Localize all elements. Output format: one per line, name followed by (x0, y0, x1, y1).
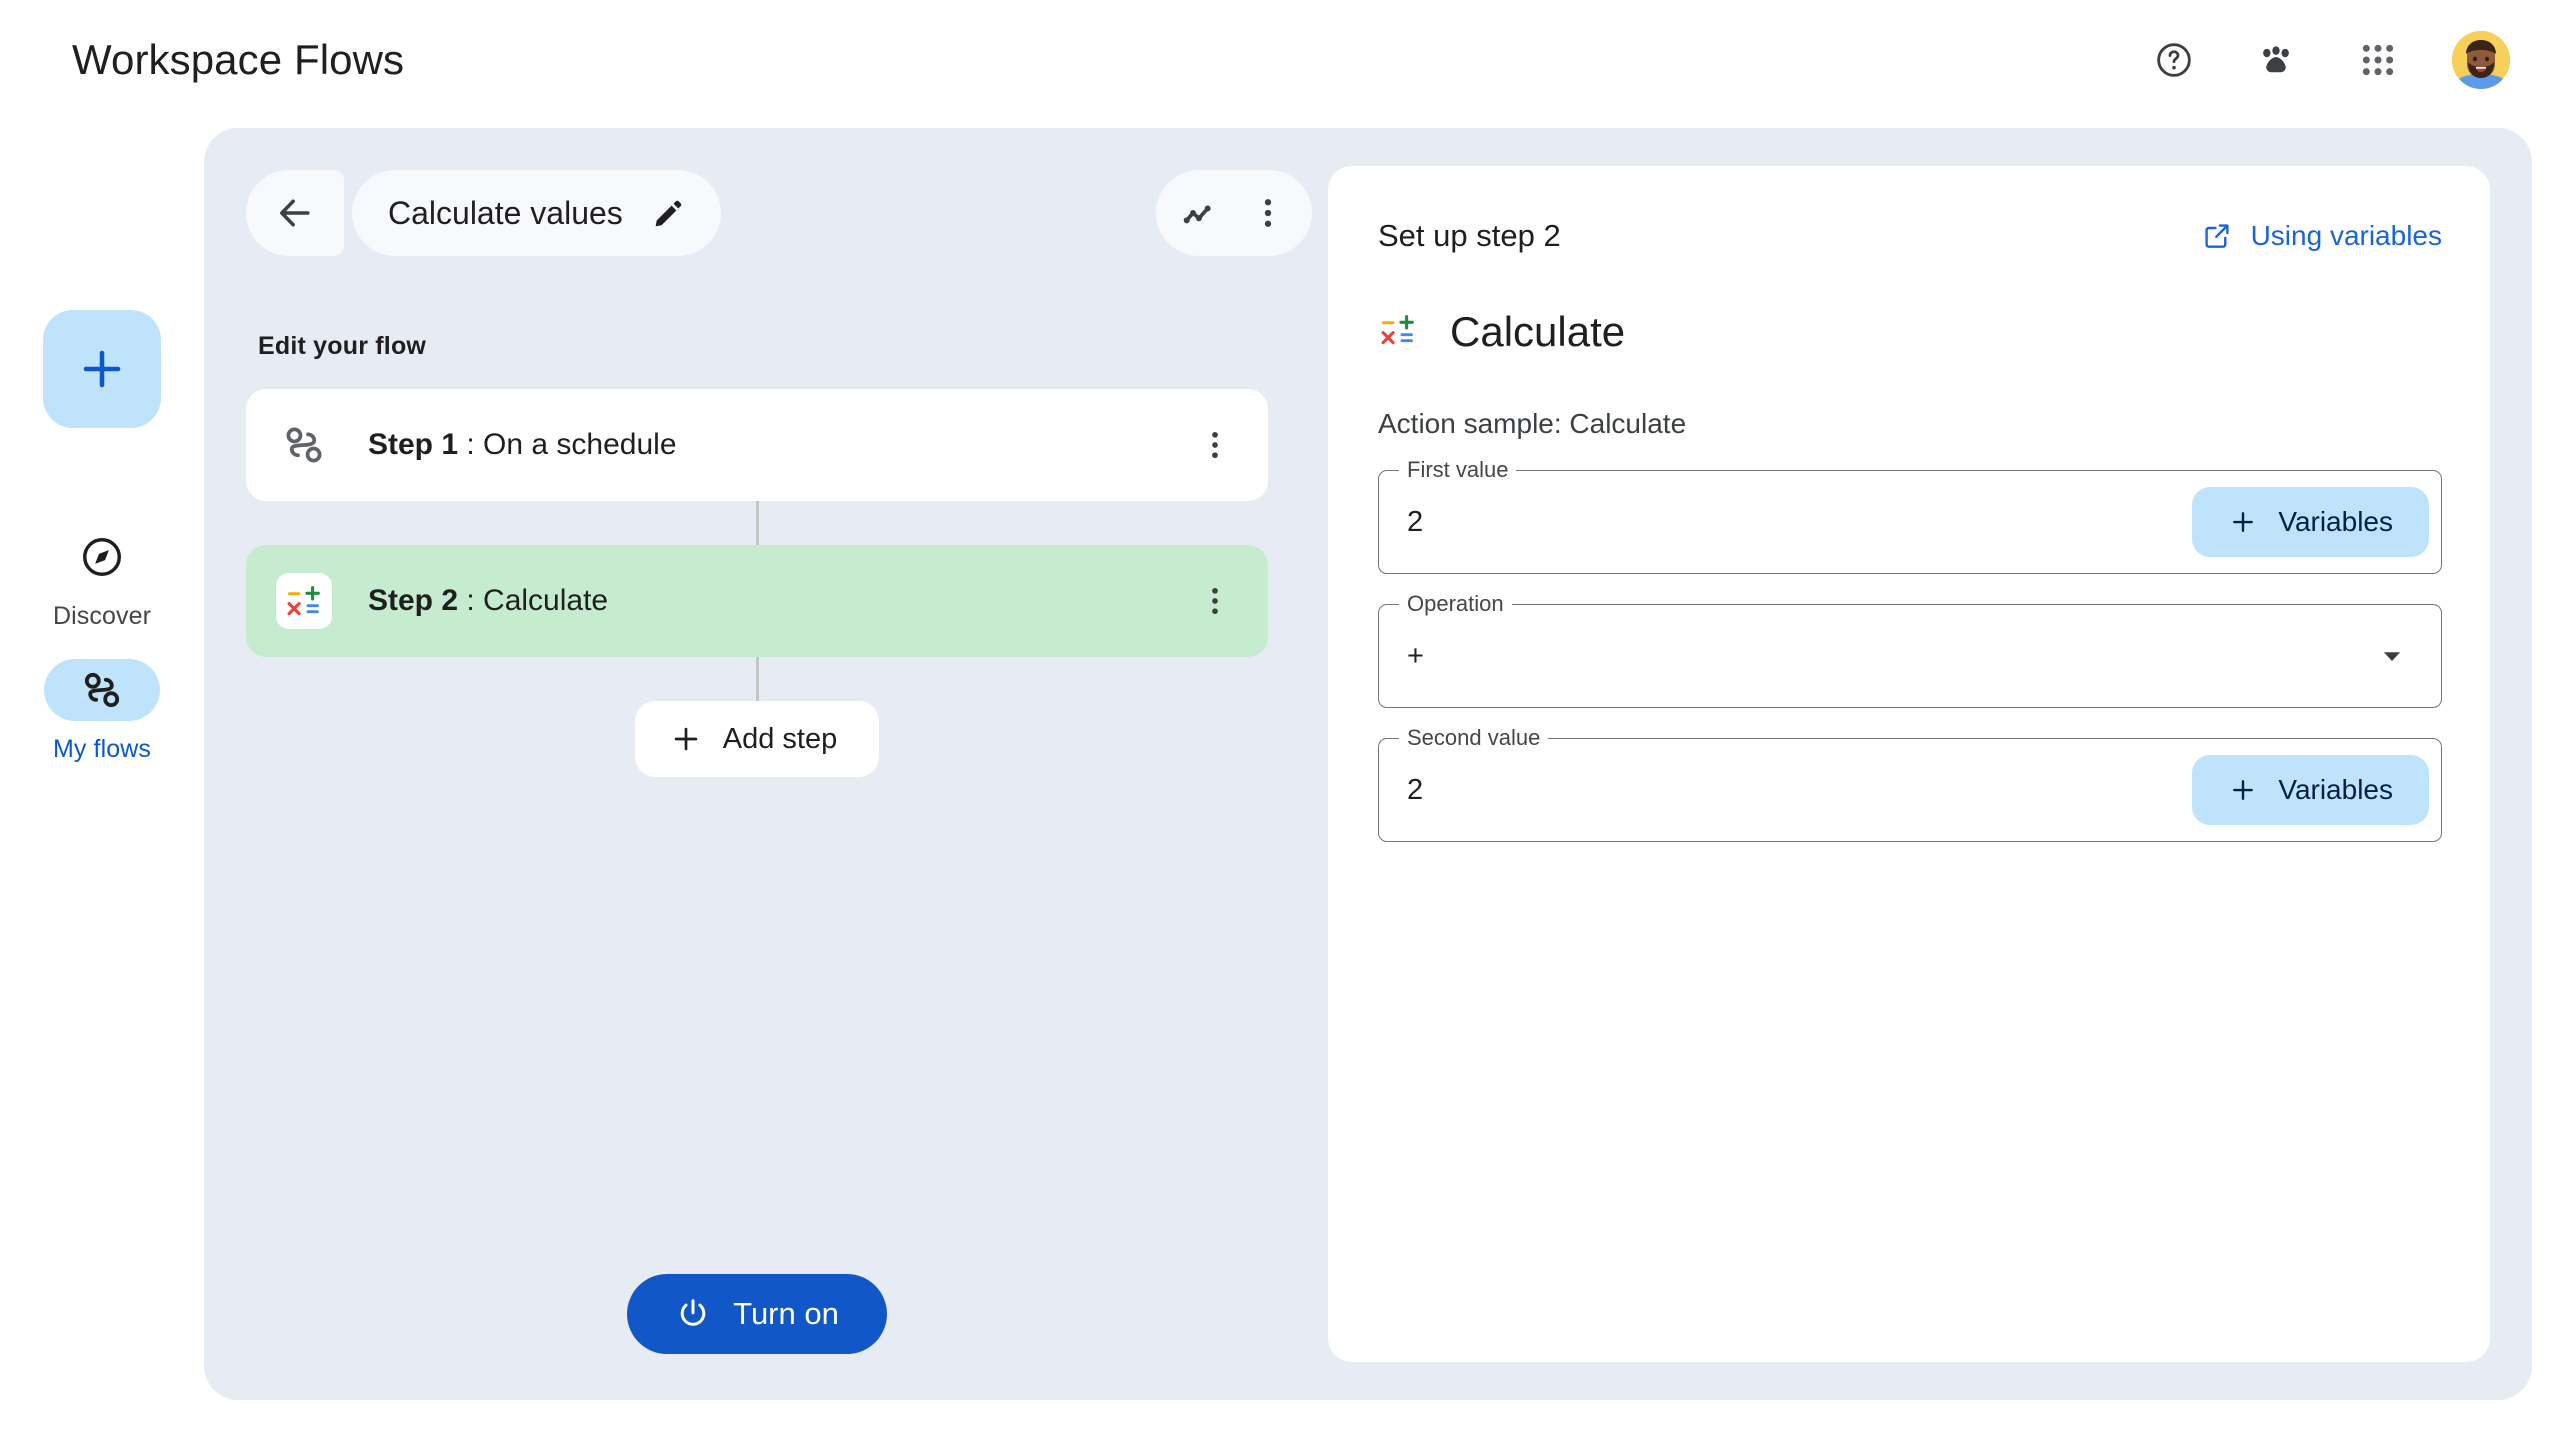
flow-header: Calculate values (246, 170, 1312, 256)
second-value-variables-label: Variables (2278, 774, 2393, 805)
step-2-separator: : (458, 584, 484, 617)
apps-grid-icon-glyph (2362, 44, 2394, 76)
turn-on-row: Turn on (246, 1274, 1268, 1354)
power-icon (680, 1299, 706, 1326)
second-value-input[interactable]: 2 (1407, 773, 1424, 806)
sidebar-item-my-flows[interactable]: My flows (22, 659, 182, 764)
plus-icon (2233, 512, 2254, 532)
discover-pill (44, 526, 160, 588)
first-value-variables-button[interactable]: Variables (2192, 487, 2429, 557)
create-flow-button[interactable] (43, 310, 161, 428)
help-icon-glyph (2157, 43, 2191, 77)
using-variables-label: Using variables (2250, 220, 2442, 251)
flow-route-icon (84, 672, 120, 708)
second-value-variables-button[interactable]: Variables (2192, 755, 2429, 825)
flow-more-options-icon[interactable] (1238, 183, 1298, 243)
operation-label: Operation (1399, 591, 1512, 617)
plus-icon (674, 727, 698, 751)
chevron-down-icon-glyph (2383, 652, 2401, 661)
sidebar-item-discover-label: Discover (52, 602, 152, 630)
calculator-icon (276, 573, 332, 629)
apps-grid-icon[interactable] (2350, 32, 2406, 88)
plus-icon (83, 350, 121, 388)
step-card-1[interactable]: Step 1 : On a schedule (246, 389, 1268, 501)
first-value-field[interactable]: First value 2 Variables (1378, 457, 2442, 574)
turn-on-label: Turn on (733, 1296, 839, 1331)
step-1-text: Step 1 : On a schedule (368, 428, 1188, 462)
step-1-more-options-icon[interactable] (1188, 418, 1242, 472)
arrow-left-icon (280, 199, 310, 227)
back-button[interactable] (246, 170, 344, 256)
step-connector-2 (755, 657, 759, 701)
operation-select[interactable]: Operation + (1378, 591, 2442, 708)
page-title: Workspace Flows (72, 36, 405, 83)
calculator-icon-glyph (1381, 314, 1414, 344)
flow-route-icon-glyph (286, 427, 322, 463)
second-value-label: Second value (1399, 725, 1549, 751)
flow-column: Calculate values (204, 128, 1354, 1400)
action-sample-text: Action sample: Calculate (1378, 408, 1687, 439)
step-2-title: Calculate (483, 584, 609, 617)
setup-panel-header: Set up step 2 Using variables (1378, 218, 2442, 254)
edit-flow-label: Edit your flow (258, 332, 427, 360)
paw-icon[interactable] (2248, 32, 2304, 88)
first-value-variables-label: Variables (2278, 506, 2393, 537)
my-flows-pill (44, 659, 160, 721)
left-sidebar: Discover My flows (0, 120, 204, 1440)
external-link-icon (2204, 224, 2229, 248)
second-value-field[interactable]: Second value 2 Variables (1378, 725, 2442, 842)
more-vert-icon (1264, 199, 1272, 227)
avatar-illustration (2452, 31, 2510, 89)
flow-header-tools (1156, 170, 1312, 256)
setup-panel: Set up step 2 Using variables (1328, 166, 2490, 1362)
pencil-icon[interactable] (651, 195, 687, 231)
add-step-row: Add step (246, 701, 1268, 777)
action-title-row: Calculate (1378, 308, 2442, 356)
add-step-button[interactable]: Add step (634, 701, 880, 777)
sidebar-item-my-flows-label: My flows (52, 735, 152, 763)
sidebar-item-discover[interactable]: Discover (22, 526, 182, 631)
step-connector-1 (755, 501, 759, 545)
plus-icon (2233, 780, 2254, 800)
calculator-icon-glyph (287, 586, 320, 616)
compass-icon (83, 538, 121, 576)
turn-on-button[interactable]: Turn on (627, 1274, 887, 1354)
flow-title-group: Calculate values (246, 170, 721, 256)
top-bar: Workspace Flows (0, 0, 2560, 120)
flow-name: Calculate values (388, 194, 623, 231)
action-title: Calculate (1450, 308, 1626, 355)
avatar[interactable] (2452, 31, 2510, 89)
add-step-label: Add step (722, 722, 838, 755)
paw-icon-glyph (2263, 46, 2289, 73)
step-2-text: Step 2 : Calculate (368, 584, 1188, 618)
help-icon[interactable] (2146, 32, 2202, 88)
flow-route-icon (276, 417, 332, 473)
activity-chart-icon[interactable] (1170, 183, 1230, 243)
operation-value: + (1407, 639, 1424, 672)
using-variables-link[interactable]: Using variables (2201, 220, 2442, 252)
calculator-icon (1378, 310, 1418, 355)
step-2-more-options-icon[interactable] (1188, 574, 1242, 628)
topbar-actions (2146, 31, 2510, 89)
step-1-separator: : (458, 428, 484, 461)
step-card-2[interactable]: Step 2 : Calculate (246, 545, 1268, 657)
chevron-down-icon[interactable] (2369, 633, 2415, 679)
first-value-input[interactable]: 2 (1407, 505, 1424, 538)
more-vert-icon (1212, 431, 1218, 459)
more-vert-icon (1212, 587, 1218, 615)
step-2-number: Step 2 (368, 584, 459, 617)
steps-list: Step 1 : On a schedule (246, 389, 1268, 777)
activity-chart-icon-glyph (1183, 205, 1211, 224)
setup-title: Set up step 2 (1378, 218, 1561, 253)
step-1-title: On a schedule (483, 428, 677, 461)
first-value-label: First value (1399, 457, 1517, 483)
flow-name-chip[interactable]: Calculate values (352, 170, 721, 256)
step-1-number: Step 1 (368, 428, 459, 461)
flow-canvas: Calculate values (204, 128, 2532, 1400)
